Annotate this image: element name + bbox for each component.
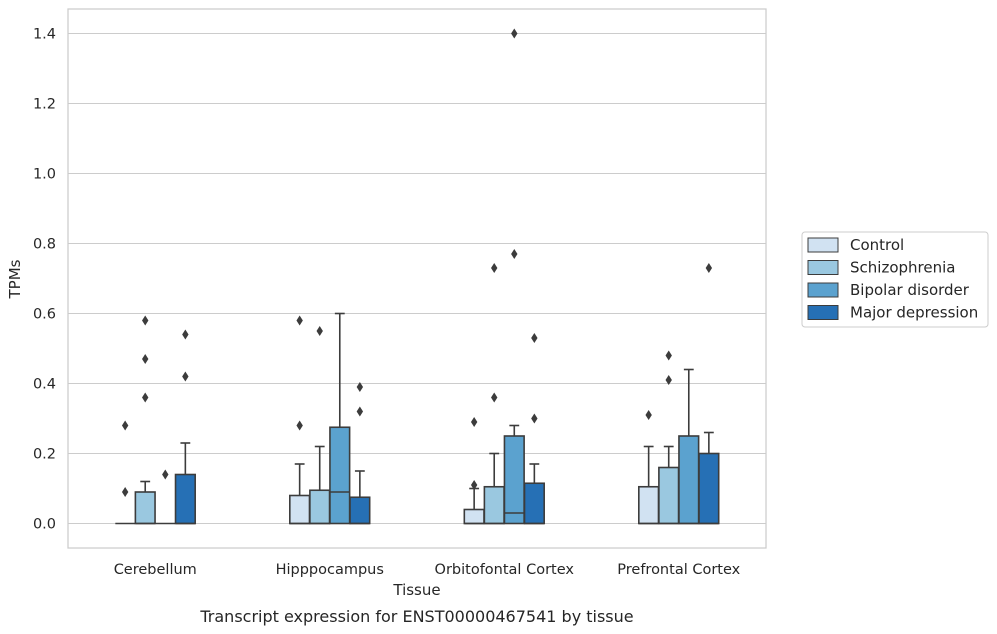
legend-swatch [807,237,839,253]
outlier-point [491,392,498,403]
box-major-depression [698,263,720,525]
outlier-point [511,28,518,39]
legend-swatch [807,260,839,275]
legend-label: Control [850,236,904,254]
outlier-point [705,263,713,273]
outlier-point [121,487,129,497]
y-tick-label: 1.4 [33,27,56,43]
box-body [678,435,700,525]
box-body [638,485,660,525]
y-tick-label: 0.6 [33,307,56,323]
plot-background [68,9,766,548]
outlier-point [142,354,149,364]
plot-frame [67,8,767,549]
x-tick-label: Orbitofontal Cortex [435,562,575,578]
legend-label: Bipolar disorder [850,281,970,299]
outlier-point [665,350,672,361]
box-bipolar-disorder [329,312,351,525]
box-major-depression [349,382,371,525]
box-body [309,489,331,525]
legend-label: Schizophrenia [850,259,955,277]
outlier-point [645,410,652,420]
chart-caption: Transcript expression for ENST0000046754… [199,607,633,626]
outlier-point [296,315,303,326]
box-body [503,435,525,525]
legend: Control Schizophrenia Bipolar disorder Majo… [801,231,989,328]
outlier-point [531,413,538,424]
box-body [658,466,680,525]
x-axis-title: Tissue [392,581,440,599]
outlier-point [491,263,498,273]
legend-frame [801,231,989,328]
box-major-depression [174,329,196,525]
outlier-point [182,371,189,382]
legend-label: Major depression [850,304,978,322]
outlier-point [356,382,364,392]
outlier-point [356,406,364,417]
y-tick-labels: 0.0 0.2 0.4 0.6 0.8 1.0 1.2 1.4 [33,27,56,533]
box-body [523,482,545,525]
box-body [483,485,505,525]
box-schizophrenia [309,326,331,525]
box-control [463,417,485,525]
box-control [115,420,135,525]
box-body [698,452,720,525]
x-tick-labels: Cerebellum Hipppocampus Orbitofontal Corte… [114,562,741,578]
legend-swatch [807,305,839,320]
outlier-point [296,420,303,431]
y-tick-label: 0.2 [33,447,56,463]
y-axis-title: TPMs [6,259,24,299]
box-control [289,315,311,525]
x-tick-label: Hipppocampus [276,562,384,578]
boxes-layer [115,28,720,525]
box-body [463,508,485,525]
box-schizophrenia [134,315,156,525]
box-body [174,473,196,525]
box-body [289,494,311,525]
outlier-point [470,417,478,427]
x-tick-label: Prefrontal Cortex [617,562,740,578]
outlier-point [142,315,149,326]
x-tick-label: Cerebellum [114,562,197,578]
outlier-point [665,375,672,385]
y-tick-label: 1.0 [33,167,56,183]
y-tick-label: 0.0 [33,517,56,533]
outlier-point [162,469,169,480]
outlier-point [121,420,129,431]
box-bipolar-disorder [155,469,176,525]
box-body [134,491,156,525]
y-tick-label: 0.8 [33,237,56,253]
y-tick-label: 0.4 [33,377,56,393]
box-major-depression [523,333,545,525]
box-body [349,496,371,525]
outlier-point [142,392,149,403]
outlier-point [531,333,538,343]
outlier-point [470,480,478,490]
outlier-point [511,249,518,259]
box-bipolar-disorder [503,28,525,525]
outlier-point [182,329,189,340]
box-schizophrenia [483,263,505,525]
legend-swatch [807,282,839,298]
outlier-point [316,326,323,336]
y-tick-label: 1.2 [33,97,56,113]
box-body [329,426,351,525]
